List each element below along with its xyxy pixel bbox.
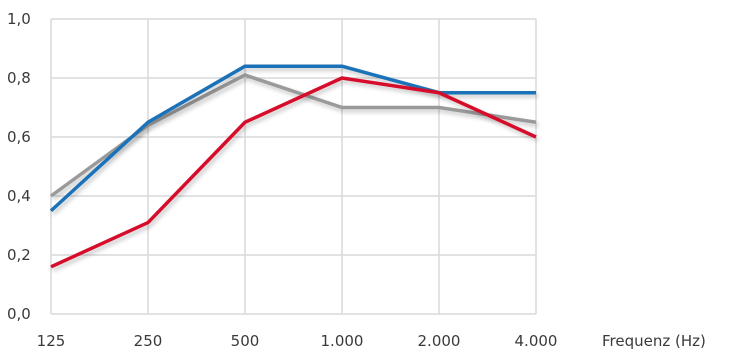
series-line-2: [49, 64, 536, 213]
y-tick-label: 1,0: [7, 10, 31, 28]
y-tick-label: 0,6: [7, 128, 31, 146]
x-tick-label: 125: [37, 332, 66, 350]
y-tick-label: 0,8: [7, 69, 31, 87]
y-tick-label: 0,4: [7, 187, 31, 205]
y-axis-ticks: 0,0 0,2 0,4 0,6 0,8 1,0: [7, 10, 31, 323]
x-tick-label: 500: [231, 332, 260, 350]
x-axis-ticks: 125 250 500 1.000 2.000 4.000: [37, 332, 558, 350]
x-tick-label: 2.000: [418, 332, 461, 350]
x-tick-label: 4.000: [515, 332, 558, 350]
series-lines: [49, 64, 537, 269]
y-tick-label: 0,2: [7, 246, 31, 264]
x-tick-label: 1.000: [321, 332, 364, 350]
x-tick-label: 250: [134, 332, 163, 350]
grid-lines: [50, 18, 537, 315]
series-line-3: [50, 76, 537, 269]
x-axis-label: Frequenz (Hz): [602, 332, 706, 350]
y-tick-label: 0,0: [7, 305, 31, 323]
